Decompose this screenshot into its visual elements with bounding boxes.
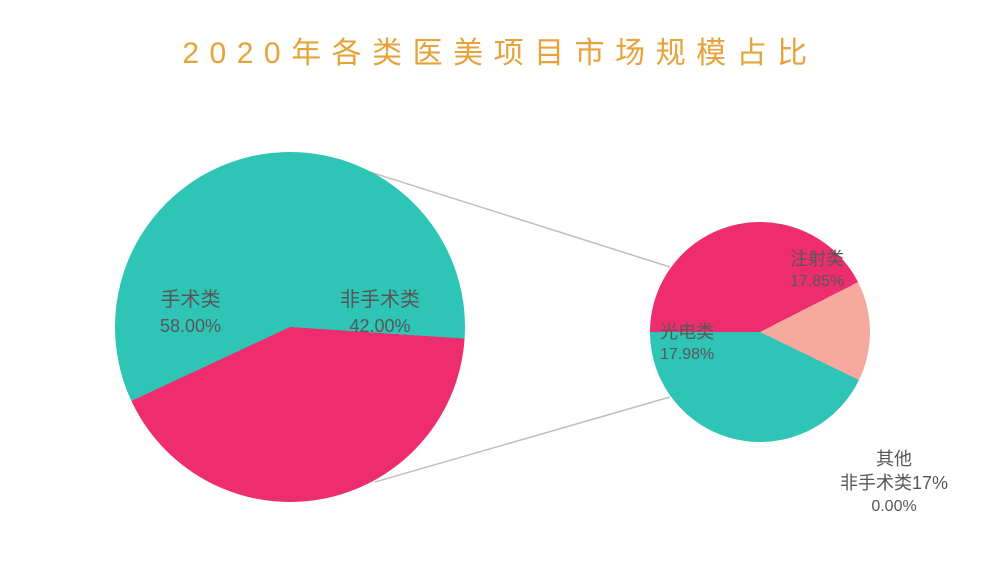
label-other-line2: 非手术类17% [840,471,948,495]
label-photo-pct: 17.98% [660,344,714,366]
label-other-line3: 0.00% [840,496,948,518]
label-surgical-pct: 58.00% [160,314,221,338]
label-injection: 注射类 17.85% [790,247,844,293]
label-surgical: 手术类 58.00% [160,287,221,338]
label-other-line2-right: 17% [912,473,948,493]
label-injection-name: 注射类 [790,247,844,271]
label-non-surgical-name: 非手术类 [340,287,420,314]
chart-stage: 手术类 58.00% 非手术类 42.00% 注射类 17.85% 光电类 17… [0,72,1000,570]
label-surgical-name: 手术类 [160,287,221,314]
label-other: 其他 非手术类17% 0.00% [840,447,948,517]
label-injection-pct: 17.85% [790,271,844,293]
label-other-line1: 其他 [840,447,948,471]
label-non-surgical: 非手术类 42.00% [340,287,420,338]
label-other-line2-left: 非手术类 [840,473,912,493]
label-photo: 光电类 17.98% [660,320,714,366]
label-non-surgical-pct: 42.00% [340,314,420,338]
label-photo-name: 光电类 [660,320,714,344]
chart-title: 2020年各类医美项目市场规模占比 [0,0,1000,72]
